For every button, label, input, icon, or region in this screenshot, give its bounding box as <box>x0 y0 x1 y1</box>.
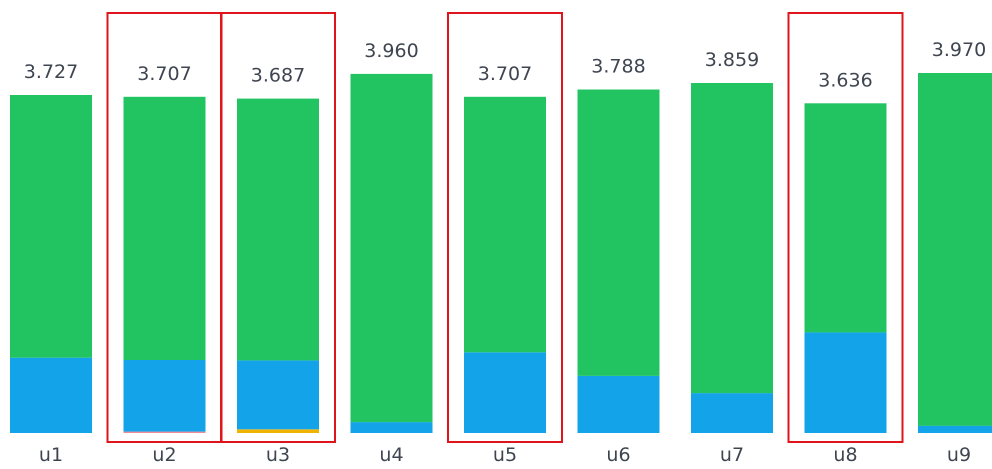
bar-segment-u8-s3 <box>804 103 887 333</box>
highlight-boxes <box>106 12 904 443</box>
value-label-u1: 3.727 <box>24 61 78 83</box>
bar-segment-u6-s3 <box>577 89 660 376</box>
highlight-box-u3 <box>220 12 336 443</box>
bar-segment-u1-s3 <box>10 95 92 358</box>
highlight-box-u5 <box>447 12 563 443</box>
category-label-u5: u5 <box>493 444 517 466</box>
x-axis-labels: u1 u2 u3 u4 u5 u6 u7 u8 u9 <box>39 444 971 466</box>
value-label-u9: 3.970 <box>932 39 986 61</box>
bar-segment-u8-s2 <box>804 332 887 433</box>
highlight-box-u8 <box>787 12 904 443</box>
bar-segment-u3-s0 <box>237 429 319 433</box>
value-label-u3: 3.687 <box>251 65 305 87</box>
value-label-u2: 3.707 <box>137 63 191 85</box>
category-label-u8: u8 <box>833 444 857 466</box>
bar-segment-u4-s2 <box>350 422 433 433</box>
category-label-u4: u4 <box>379 444 403 466</box>
bar-segment-u9-s3 <box>918 73 992 426</box>
category-label-u1: u1 <box>39 444 63 466</box>
bar-segment-u4-s3 <box>350 73 433 423</box>
value-label-u4: 3.960 <box>364 40 418 62</box>
bar-segment-u7-s2 <box>691 393 773 433</box>
value-label-u8: 3.636 <box>818 69 872 91</box>
bar-segment-u3-s2 <box>237 360 319 430</box>
bar-segment-u5-s3 <box>464 96 546 353</box>
bar-segment-u5-s2 <box>464 352 546 433</box>
bar-segment-u9-s2 <box>918 425 992 433</box>
category-label-u2: u2 <box>152 444 176 466</box>
bar-segment-u6-s2 <box>577 375 660 433</box>
value-labels-group: 3.727 3.707 3.687 3.960 3.707 3.788 3.859 3.636… <box>24 39 986 91</box>
value-label-u5: 3.707 <box>478 63 532 85</box>
category-label-u9: u9 <box>947 444 971 466</box>
bars-group <box>10 73 992 433</box>
bar-segment-u2-s1 <box>123 431 206 433</box>
category-label-u3: u3 <box>266 444 290 466</box>
value-label-u6: 3.788 <box>591 56 645 78</box>
bar-segment-u1-s2 <box>10 357 92 433</box>
bar-segment-u7-s3 <box>691 83 773 394</box>
bar-segment-u2-s2 <box>123 360 206 432</box>
value-label-u7: 3.859 <box>705 49 759 71</box>
bar-segment-u2-s3 <box>123 96 206 361</box>
bar-segment-u3-s3 <box>237 98 319 361</box>
category-label-u7: u7 <box>720 444 744 466</box>
category-label-u6: u6 <box>606 444 630 466</box>
